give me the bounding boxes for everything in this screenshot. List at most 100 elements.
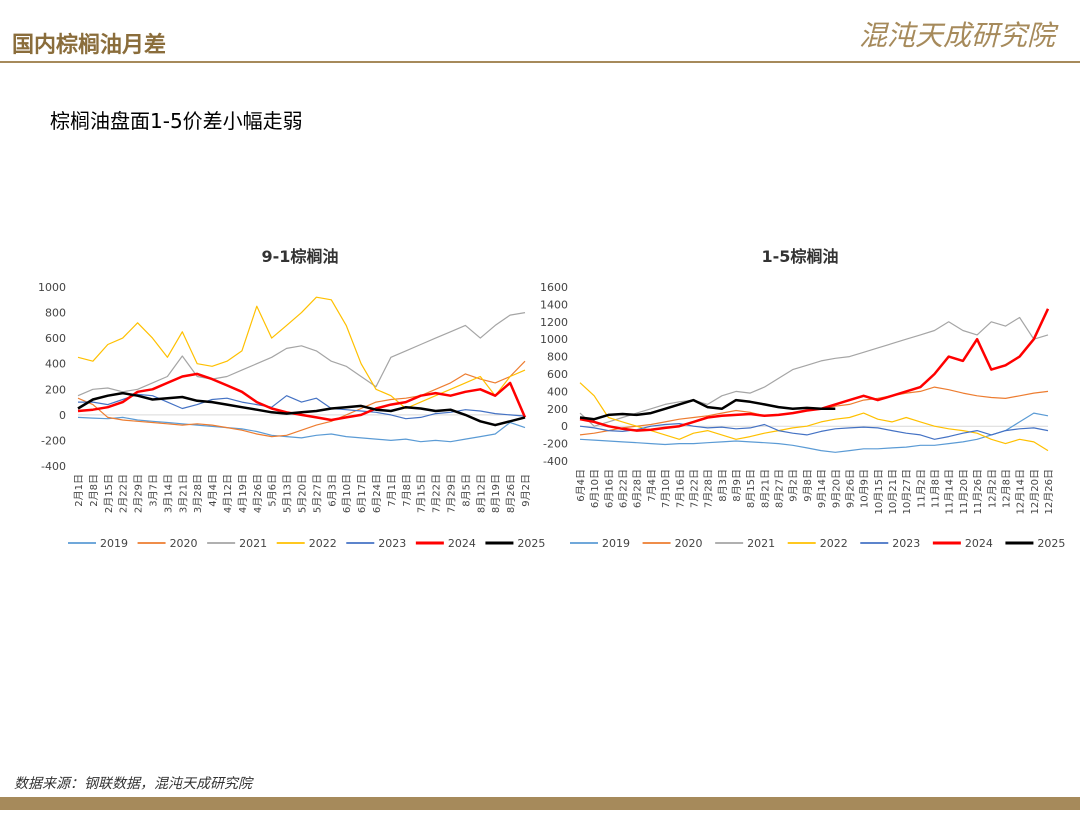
y-tick-label: 1600 [540, 281, 568, 294]
x-tick-label: 10月9日 [859, 469, 871, 508]
x-tick-label: 6月4日 [575, 469, 587, 502]
legend-label: 2022 [309, 537, 337, 550]
subtitle: 棕榈油盘面1-5价差小幅走弱 [50, 109, 303, 133]
x-tick-label: 9月8日 [802, 469, 814, 502]
x-tick-label: 11月26日 [972, 469, 984, 514]
series-line [77, 391, 526, 427]
x-tick-label: 12月2日 [986, 469, 998, 508]
y-tick-label: 0 [59, 409, 66, 422]
x-tick-label: 2月1日 [73, 474, 85, 507]
legend-label: 2020 [675, 537, 703, 550]
y-tick-label: 600 [45, 332, 66, 345]
x-tick-label: 4月26日 [252, 474, 264, 513]
legend-label: 2022 [820, 537, 848, 550]
series-line [579, 412, 1049, 453]
x-tick-label: 8月27日 [774, 469, 786, 508]
x-tick-label: 6月10日 [589, 469, 601, 508]
x-tick-label: 8月5日 [460, 474, 472, 507]
x-tick-label: 7月28日 [703, 469, 715, 508]
series-line [77, 360, 526, 438]
x-tick-label: 9月26日 [844, 469, 856, 508]
series-line [579, 316, 1049, 427]
x-tick-label: 8月19日 [490, 474, 502, 513]
y-tick-label: -400 [543, 455, 568, 468]
series-line [579, 398, 836, 421]
x-tick-label: 7月22日 [688, 469, 700, 508]
x-tick-label: 9月2日 [788, 469, 800, 502]
x-tick-label: 5月20日 [297, 474, 309, 513]
series-line [579, 423, 1049, 440]
x-tick-label: 7月4日 [646, 469, 658, 502]
x-tick-label: 8月21日 [759, 469, 771, 508]
x-tick-label: 9月2日 [520, 474, 532, 507]
header-title: 国内棕榈油月差 [12, 32, 166, 58]
y-tick-label: 200 [547, 403, 568, 416]
y-tick-label: 1400 [540, 298, 568, 311]
x-tick-label: 3月28日 [192, 474, 204, 513]
x-tick-label: 7月1日 [386, 474, 398, 507]
x-tick-label: 7月16日 [674, 469, 686, 508]
y-tick-label: 200 [45, 383, 66, 396]
x-tick-label: 2月22日 [118, 474, 130, 513]
x-tick-label: 3月14日 [162, 474, 174, 513]
x-tick-label: 3月21日 [177, 474, 189, 513]
x-tick-label: 2月29日 [133, 474, 145, 513]
y-tick-label: 800 [45, 307, 66, 320]
legend-label: 2025 [1037, 537, 1065, 550]
x-tick-label: 9月14日 [816, 469, 828, 508]
x-tick-label: 6月16日 [603, 469, 615, 508]
y-tick-label: 800 [547, 351, 568, 364]
x-tick-label: 11月8日 [930, 469, 942, 508]
x-tick-label: 4月4日 [207, 474, 219, 507]
x-tick-label: 12月14日 [1015, 469, 1027, 514]
series-line [77, 372, 527, 422]
source: 数据来源：钢联数据，混沌天成研究院 [14, 776, 254, 792]
y-tick-label: 1000 [38, 281, 66, 294]
x-tick-label: 8月9日 [731, 469, 743, 502]
series-line [77, 312, 526, 397]
x-tick-label: 8月26日 [505, 474, 517, 513]
x-tick-label: 10月21日 [887, 469, 899, 514]
x-tick-label: 11月14日 [944, 469, 956, 514]
x-tick-label: 8月3日 [717, 469, 729, 502]
x-tick-label: 7月8日 [401, 474, 413, 507]
y-tick-label: -400 [41, 460, 66, 473]
legend-label: 2019 [100, 537, 128, 550]
legend-label: 2025 [517, 537, 545, 550]
footer-band [0, 797, 1080, 810]
legend-label: 2024 [965, 537, 993, 550]
series-line [77, 416, 526, 443]
legend-label: 2020 [170, 537, 198, 550]
y-tick-label: -200 [41, 434, 66, 447]
y-tick-label: 400 [547, 385, 568, 398]
x-tick-label: 11月2日 [915, 469, 927, 508]
series-line [78, 393, 526, 420]
y-tick-label: 1200 [540, 316, 568, 329]
logo: 混沌天成研究院 [859, 19, 1059, 52]
series-line [579, 308, 1050, 432]
x-tick-label: 5月13日 [282, 474, 294, 513]
x-tick-label: 12月8日 [1000, 469, 1012, 508]
x-tick-label: 4月19日 [237, 474, 249, 513]
x-tick-label: 9月20日 [830, 469, 842, 508]
x-tick-label: 7月29日 [446, 474, 458, 513]
legend-label: 2021 [747, 537, 775, 550]
x-tick-label: 6月3日 [326, 474, 338, 507]
x-tick-label: 6月22日 [618, 469, 630, 508]
x-tick-label: 12月20日 [1029, 469, 1041, 514]
x-tick-label: 4月12日 [222, 474, 234, 513]
x-tick-label: 6月24日 [371, 474, 383, 513]
x-tick-label: 12月26日 [1043, 469, 1055, 514]
y-tick-label: -200 [543, 438, 568, 451]
legend-label: 2024 [448, 537, 476, 550]
x-tick-label: 7月10日 [660, 469, 672, 508]
x-tick-label: 10月27日 [901, 469, 913, 514]
x-tick-label: 5月27日 [311, 474, 323, 513]
x-tick-label: 2月8日 [88, 474, 100, 507]
series-line [77, 296, 526, 410]
x-tick-label: 5月6日 [267, 474, 279, 507]
x-tick-label: 6月28日 [632, 469, 644, 508]
chart-title: 1-5棕榈油 [762, 247, 839, 266]
